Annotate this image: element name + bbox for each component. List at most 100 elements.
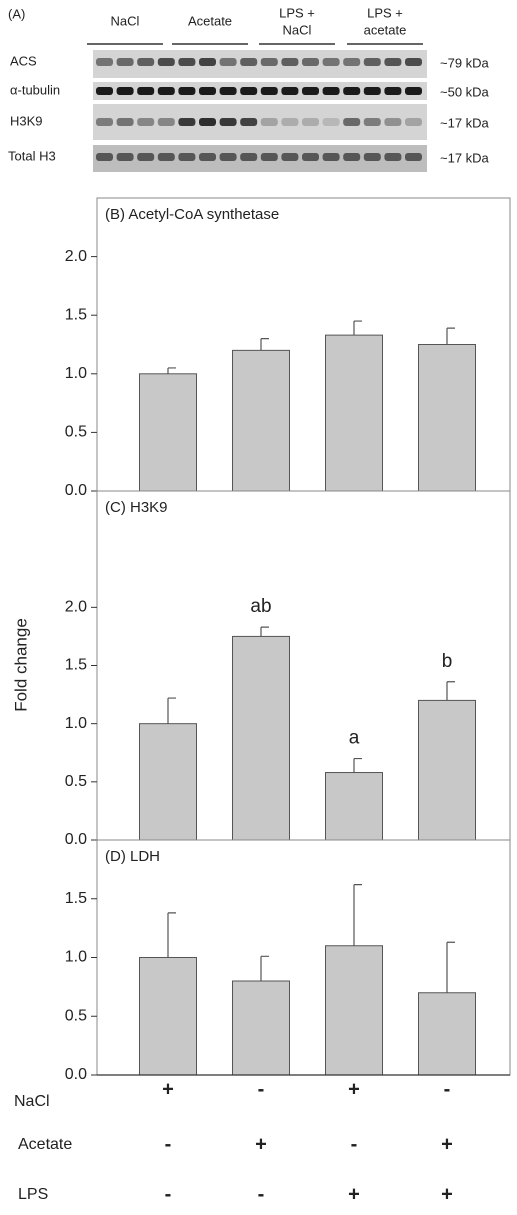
blot-band (178, 118, 195, 126)
error-bar (354, 321, 362, 335)
y-tick-label: 0.0 (65, 1066, 87, 1083)
blot-band (343, 58, 360, 66)
bar (140, 958, 197, 1076)
blot-band (240, 118, 257, 126)
blot-band (220, 118, 237, 126)
bar (233, 981, 290, 1075)
blot-band (323, 58, 340, 66)
treatment-mark: - (258, 1078, 265, 1100)
bar-annotation: ab (250, 596, 271, 617)
treatment-mark: + (255, 1133, 267, 1155)
blot-band (261, 118, 278, 126)
treatment-label: Acetate (18, 1136, 72, 1153)
blot-band (117, 58, 134, 66)
blot-band (240, 58, 257, 66)
error-bar (261, 956, 269, 981)
blot-band (117, 153, 134, 161)
error-bar (447, 328, 455, 344)
error-bar (354, 759, 362, 773)
blot-band (199, 58, 216, 66)
blot-band (199, 153, 216, 161)
figure: (A) Fold change NaClAcetateLPS +NaClLPS … (0, 0, 517, 1215)
blot-band (384, 153, 401, 161)
y-tick-label: 0.0 (65, 482, 87, 499)
blot-band (384, 58, 401, 66)
blot-band (323, 153, 340, 161)
blot-band (178, 87, 195, 95)
blot-band (261, 153, 278, 161)
blot-group-label: NaCl (283, 22, 312, 37)
blot-band (137, 58, 154, 66)
blot-band (405, 58, 422, 66)
blot-band (117, 87, 134, 95)
blot-band (137, 87, 154, 95)
bar (233, 350, 290, 491)
chart-title: (C) H3K9 (105, 499, 168, 516)
blot-band (137, 118, 154, 126)
blot-band (405, 87, 422, 95)
blot-band (199, 118, 216, 126)
blot-band (281, 153, 298, 161)
blot-band (96, 87, 113, 95)
blot-band (261, 58, 278, 66)
treatment-mark: + (162, 1078, 174, 1100)
y-tick-label: 1.0 (65, 365, 87, 382)
y-tick-label: 1.5 (65, 657, 87, 674)
blot-band (261, 87, 278, 95)
panel-label: (A) (8, 6, 25, 21)
y-tick-label: 0.0 (65, 831, 87, 848)
error-bar (261, 627, 269, 636)
blot-band (364, 118, 381, 126)
error-bar (447, 942, 455, 993)
blot-band (199, 87, 216, 95)
y-tick-label: 1.0 (65, 715, 87, 732)
blot-size-label: ~50 kDa (440, 84, 490, 99)
blot-band (158, 87, 175, 95)
blot-band (158, 153, 175, 161)
blot-row-label: ACS (10, 53, 37, 68)
blot-band (343, 118, 360, 126)
y-axis-label: Fold change (11, 618, 30, 712)
y-tick-label: 2.0 (65, 248, 87, 265)
blot-row-label: Total H3 (8, 148, 56, 163)
blot-band (137, 153, 154, 161)
treatment-mark: - (165, 1133, 172, 1155)
blot-band (302, 87, 319, 95)
bar (419, 345, 476, 492)
treatment-mark: + (348, 1183, 360, 1205)
y-tick-label: 0.5 (65, 1007, 87, 1024)
blot-band (96, 118, 113, 126)
blot-band (302, 153, 319, 161)
blot-band (240, 153, 257, 161)
blot-band (364, 153, 381, 161)
error-bar (261, 339, 269, 351)
blot-band (384, 87, 401, 95)
treatment-mark: - (444, 1078, 451, 1100)
blot-band (302, 118, 319, 126)
y-tick-label: 0.5 (65, 773, 87, 790)
chart-title: (D) LDH (105, 848, 160, 865)
blot-row-label: H3K9 (10, 113, 43, 128)
treatment-label: LPS (18, 1186, 48, 1203)
error-bar (354, 885, 362, 946)
blot-band (343, 153, 360, 161)
blot-band (178, 58, 195, 66)
blot-band (364, 87, 381, 95)
blot-band (158, 58, 175, 66)
blot-band (323, 118, 340, 126)
bar (140, 374, 197, 491)
treatment-mark: - (258, 1183, 265, 1205)
blot-band (364, 58, 381, 66)
chart-title: (B) Acetyl-CoA synthetase (105, 206, 279, 223)
error-bar (168, 368, 176, 374)
treatment-mark: - (165, 1183, 172, 1205)
blot-group-label: LPS + (367, 5, 403, 20)
blot-band (96, 58, 113, 66)
y-tick-label: 0.5 (65, 424, 87, 441)
bar (419, 993, 476, 1075)
blot-size-label: ~17 kDa (440, 150, 490, 165)
y-tick-label: 2.0 (65, 599, 87, 616)
blot-size-label: ~17 kDa (440, 115, 490, 130)
blot-band (220, 153, 237, 161)
blot-band (117, 118, 134, 126)
